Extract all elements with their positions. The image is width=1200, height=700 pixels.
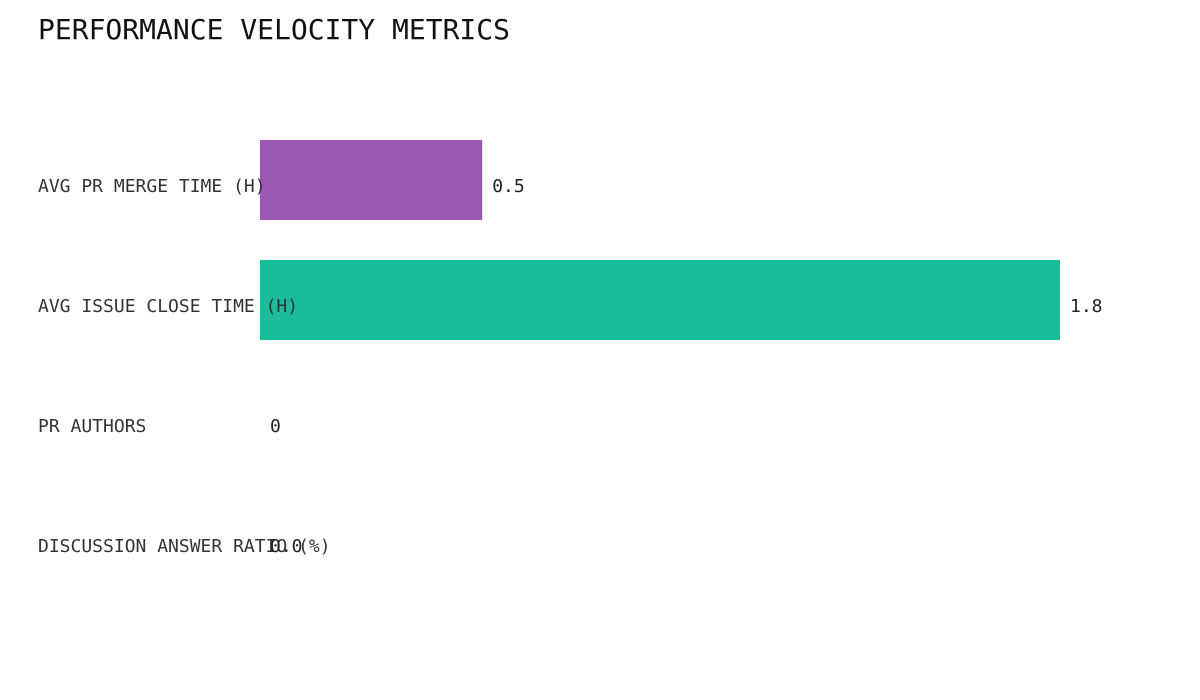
value-label: 0.5 bbox=[492, 176, 525, 197]
chart-title: PERFORMANCE VELOCITY METRICS bbox=[38, 13, 510, 46]
category-label: AVG ISSUE CLOSE TIME (H) bbox=[38, 296, 298, 317]
value-label: 0.0 bbox=[270, 536, 303, 557]
category-label: AVG PR MERGE TIME (H) bbox=[38, 176, 266, 197]
bar bbox=[260, 140, 483, 220]
category-label: DISCUSSION ANSWER RATIO (%) bbox=[38, 536, 331, 557]
value-label: 1.8 bbox=[1070, 296, 1103, 317]
value-label: 0 bbox=[270, 416, 281, 437]
bar bbox=[260, 260, 1060, 340]
category-label: PR AUTHORS bbox=[38, 416, 146, 437]
